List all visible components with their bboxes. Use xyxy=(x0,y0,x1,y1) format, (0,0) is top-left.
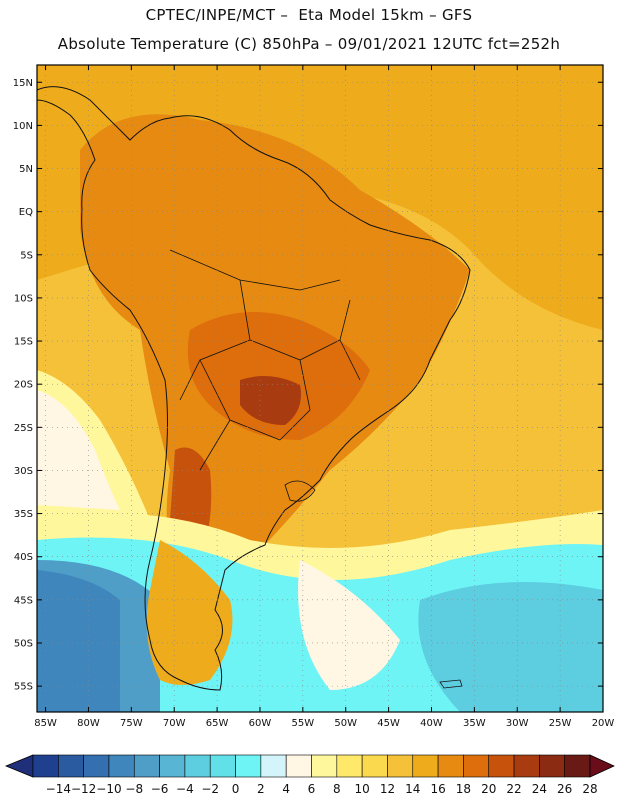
field-patagonia-warm xyxy=(146,540,233,685)
map-frame xyxy=(36,64,604,713)
colorbar-label: 2 xyxy=(257,782,265,796)
colorbar-label: 18 xyxy=(456,782,471,796)
lat-label: 5N xyxy=(19,164,33,175)
lat-label: 15S xyxy=(14,337,33,348)
lat-label: 30S xyxy=(14,466,33,477)
colorbar-label: −8 xyxy=(125,782,143,796)
lon-label: 80W xyxy=(77,718,100,729)
colorbar-swatch xyxy=(361,754,388,778)
colorbar-label: 28 xyxy=(582,782,597,796)
lon-label: 25W xyxy=(549,718,572,729)
colorbar-swatch xyxy=(32,754,59,778)
uruguay-outline xyxy=(284,480,316,502)
lat-label: 25S xyxy=(14,423,33,434)
colorbar-swatch xyxy=(260,754,287,778)
colorbar-label: 0 xyxy=(232,782,240,796)
colorbar-swatch xyxy=(513,754,540,778)
colorbar-swatch xyxy=(285,754,312,778)
colorbar-label: 4 xyxy=(282,782,290,796)
lon-label: 50W xyxy=(334,718,357,729)
colorbar-label: 24 xyxy=(532,782,547,796)
colorbar-label: −10 xyxy=(96,782,121,796)
colorbar-swatch xyxy=(387,754,414,778)
latitude-labels: 15N 10N 5N EQ 5S 10S 15S 20S 25S 30S 35S 40S 45S 50S 5… xyxy=(13,78,33,693)
colorbar-swatch xyxy=(133,754,160,778)
colorbar-label: 16 xyxy=(430,782,445,796)
lat-label: 15N xyxy=(13,78,33,89)
colorbar-swatch xyxy=(184,754,211,778)
field-southwest-colder xyxy=(37,570,120,712)
colorbar-low-arrow xyxy=(4,754,34,778)
colorbar-label: 14 xyxy=(405,782,420,796)
lat-label: 20S xyxy=(14,380,33,391)
lat-label: 55S xyxy=(14,682,33,693)
colorbar-high-arrow xyxy=(589,754,615,778)
axis-ticks xyxy=(37,65,604,712)
field-pacific-cooler xyxy=(37,390,120,510)
colorbar-label: −2 xyxy=(201,782,219,796)
lon-label: 85W xyxy=(34,718,57,729)
colorbar-label: 26 xyxy=(557,782,572,796)
lat-label: EQ xyxy=(19,207,33,218)
colorbar-swatch xyxy=(311,754,338,778)
lat-label: 40S xyxy=(14,552,33,563)
lon-label: 40W xyxy=(420,718,443,729)
colorbar-label: 22 xyxy=(506,782,521,796)
colorbar-label: −6 xyxy=(151,782,169,796)
colorbar-swatch xyxy=(209,754,236,778)
colorbar-label: −4 xyxy=(176,782,194,796)
colorbar-labels: −14 −12 −10 −8 −6 −4 −2 0 2 4 6 8 10 12 14 16 18 20 22 24 26… xyxy=(46,782,598,796)
colorbar-label: 8 xyxy=(333,782,341,796)
lat-label: 50S xyxy=(14,638,33,649)
lon-label: 60W xyxy=(249,718,272,729)
colorbar-swatch xyxy=(564,754,591,778)
colorbar-swatch xyxy=(336,754,363,778)
lat-label: 10S xyxy=(14,293,33,304)
temperature-field xyxy=(37,65,603,712)
chart-title-line-1: CPTEC/INPE/MCT – Eta Model 15km – GFS xyxy=(145,6,473,24)
colorbar-label: −12 xyxy=(71,782,96,796)
colorbar-label: 12 xyxy=(380,782,395,796)
colorbar-swatch xyxy=(235,754,262,778)
lon-label: 65W xyxy=(206,718,229,729)
lon-label: 55W xyxy=(292,718,315,729)
colorbar-label: 10 xyxy=(354,782,369,796)
field-hot-core xyxy=(187,312,370,440)
lon-label: 20W xyxy=(592,718,615,729)
chart-title-line-2: Absolute Temperature (C) 850hPa – 09/01/… xyxy=(57,35,561,53)
colorbar-swatch xyxy=(83,754,110,778)
lat-label: 45S xyxy=(14,595,33,606)
field-southeast-cold xyxy=(418,582,603,712)
colorbar-label: −14 xyxy=(46,782,71,796)
lon-label: 70W xyxy=(163,718,186,729)
field-hottest-core xyxy=(240,376,301,425)
colorbar-swatch xyxy=(108,754,135,778)
lon-label: 35W xyxy=(463,718,486,729)
colorbar xyxy=(4,754,615,778)
country-borders xyxy=(169,249,361,471)
lat-label: 10N xyxy=(13,121,33,132)
lon-label: 30W xyxy=(506,718,529,729)
colorbar-swatch xyxy=(159,754,186,778)
lat-label: 35S xyxy=(14,509,33,520)
colorbar-swatch xyxy=(58,754,84,778)
colorbar-label: 6 xyxy=(308,782,316,796)
continent-coastline xyxy=(37,86,471,691)
colorbar-swatch xyxy=(463,754,490,778)
colorbar-swatch xyxy=(412,754,439,778)
longitude-labels: 85W 80W 75W 70W 65W 60W 55W 50W 45W 40W 35W 30W 25W 2… xyxy=(34,718,614,729)
lat-label: 5S xyxy=(20,250,33,261)
colorbar-label: 20 xyxy=(481,782,496,796)
lon-label: 75W xyxy=(120,718,143,729)
field-patagonia-pale xyxy=(298,560,400,690)
colorbar-swatch xyxy=(437,754,464,778)
colorbar-swatch xyxy=(488,754,515,778)
lon-label: 45W xyxy=(377,718,400,729)
colorbar-swatch xyxy=(539,754,565,778)
